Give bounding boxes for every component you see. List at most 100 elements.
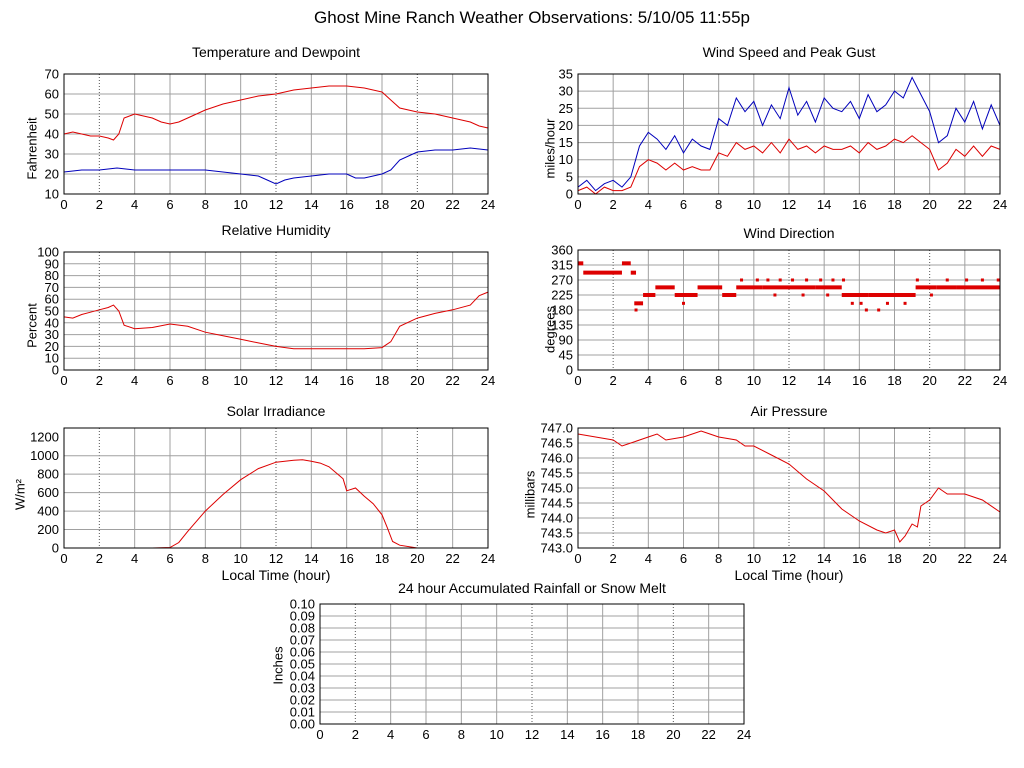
direction-point [842, 278, 846, 282]
x-tick-label: 14 [304, 551, 318, 566]
series-line-1 [64, 459, 488, 549]
x-tick-label: 16 [852, 197, 866, 212]
y-tick-label: 40 [45, 127, 59, 142]
y-tick-label: 0 [566, 363, 573, 378]
x-tick-label: 16 [339, 551, 353, 566]
direction-point [980, 278, 984, 282]
x-tick-label: 10 [233, 197, 247, 212]
x-tick-label: 8 [202, 551, 209, 566]
direction-point [929, 293, 933, 297]
x-tick-label: 2 [610, 373, 617, 388]
x-tick-label: 10 [489, 727, 503, 742]
x-tick-label: 18 [887, 197, 901, 212]
y-tick-label: 315 [551, 258, 573, 273]
x-tick-label: 16 [852, 373, 866, 388]
series-line-2 [577, 135, 1001, 195]
direction-point [903, 301, 907, 305]
x-tick-label: 20 [922, 197, 936, 212]
x-tick-label: 20 [666, 727, 680, 742]
x-tick-label: 8 [458, 727, 465, 742]
x-tick-label: 22 [958, 373, 972, 388]
x-tick-label: 2 [352, 727, 359, 742]
x-tick-label: 2 [96, 373, 103, 388]
direction-point [965, 278, 969, 282]
y-tick-label: 135 [551, 318, 573, 333]
y-tick-label: 10 [45, 351, 59, 366]
x-tick-label: 18 [375, 551, 389, 566]
x-tick-label: 16 [339, 373, 353, 388]
y-tick-label: 746.0 [540, 451, 573, 466]
x-tick-label: 20 [410, 551, 424, 566]
x-tick-label: 8 [715, 197, 722, 212]
x-tick-label: 24 [993, 373, 1007, 388]
y-tick-label: 0.00 [290, 717, 315, 732]
y-tick-label: 0 [566, 187, 573, 202]
y-tick-label: 743.5 [540, 526, 573, 541]
humidity-plot: 0 2 4 6 8 10 12 14 16 18 20 22 240102030405060708090… [37, 245, 495, 389]
chart-title: Wind Speed and Peak Gust [702, 44, 876, 60]
plot-frame [577, 249, 1001, 371]
chart-title: Solar Irradiance [226, 403, 326, 419]
direction-point [996, 278, 1000, 282]
y-tick-label: 360 [551, 243, 573, 258]
plot-frame [63, 73, 489, 195]
y-tick-label: 600 [37, 485, 59, 500]
x-tick-label: 18 [631, 727, 645, 742]
y-tick-label: 0.08 [290, 621, 315, 636]
x-tick-label: 12 [782, 197, 796, 212]
direction-point [831, 278, 835, 282]
x-tick-label: 4 [131, 373, 138, 388]
wind-direction-chart: Wind Direction degrees 0 2 4 6 8 10 12 14 16 18 20… [512, 222, 1024, 392]
direction-point [740, 278, 744, 282]
x-tick-label: 22 [701, 727, 715, 742]
direction-point [778, 278, 782, 282]
y-tick-label: 744.0 [540, 511, 573, 526]
plot-frame [577, 73, 1001, 195]
x-tick-label: 18 [887, 373, 901, 388]
direction-point [945, 278, 949, 282]
y-tick-label: 200 [37, 522, 59, 537]
x-tick-label: 0 [574, 551, 581, 566]
series-line-1 [63, 291, 489, 350]
x-tick-label: 10 [233, 373, 247, 388]
x-tick-label: 6 [166, 197, 173, 212]
direction-point [864, 308, 868, 312]
x-tick-label: 14 [817, 197, 831, 212]
direction-point [819, 278, 823, 282]
y-tick-label: 60 [45, 87, 59, 102]
x-tick-label: 14 [817, 551, 831, 566]
y-tick-label: 743.0 [540, 541, 573, 556]
direction-point [634, 308, 638, 312]
y-tick-label: 0.05 [290, 657, 315, 672]
humidity-chart: Relative Humidity Percent 0 2 4 6 8 10 12 14 16 1… [0, 222, 512, 392]
direction-point [850, 301, 854, 305]
y-tick-label: 80 [45, 268, 59, 283]
x-tick-label: 6 [422, 727, 429, 742]
x-tick-label: 20 [410, 197, 424, 212]
series-line-2 [63, 147, 489, 185]
y-tick-label: 800 [37, 467, 59, 482]
rainfall-plot: 0 2 4 6 8 10 12 14 16 18 20 22 240.000.010.020.030.0… [290, 597, 752, 743]
x-tick-label: 2 [96, 551, 103, 566]
y-tick-label: 45 [559, 348, 573, 363]
x-tick-label: 10 [233, 551, 247, 566]
x-tick-label: 22 [445, 197, 459, 212]
x-tick-label: 8 [202, 373, 209, 388]
y-tick-label: 90 [559, 333, 573, 348]
x-axis-label: Local Time (hour) [734, 567, 844, 583]
y-tick-label: 25 [559, 101, 573, 116]
y-tick-label: 270 [551, 273, 573, 288]
x-tick-label: 22 [958, 551, 972, 566]
x-tick-label: 12 [269, 373, 283, 388]
y-tick-label: 0.03 [290, 681, 315, 696]
chart-title: Relative Humidity [221, 222, 331, 238]
chart-title: Wind Direction [743, 225, 835, 241]
x-tick-label: 24 [993, 197, 1007, 212]
chart-title: 24 hour Accumulated Rainfall or Snow Mel… [398, 580, 666, 596]
y-tick-label: 1200 [30, 430, 59, 445]
y-tick-label: 10 [45, 187, 59, 202]
direction-point [915, 278, 919, 282]
y-tick-label: 0.06 [290, 645, 315, 660]
y-tick-label: 180 [551, 303, 573, 318]
